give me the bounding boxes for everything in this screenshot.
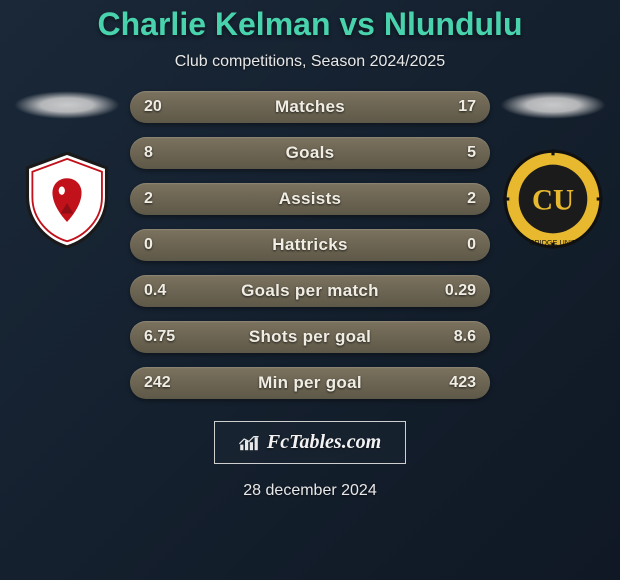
metric-label: Assists (279, 189, 342, 209)
metric-bar: 242 Min per goal 423 (130, 367, 490, 399)
metric-label: Min per goal (258, 373, 362, 393)
metric-right-value: 5 (467, 144, 476, 162)
metric-label: Goals (286, 143, 335, 163)
metric-left-value: 0.4 (144, 282, 166, 300)
metric-right-value: 0.29 (445, 282, 476, 300)
metric-label: Shots per goal (249, 327, 371, 347)
shadow-disc-right (500, 91, 606, 119)
chart-icon (239, 435, 259, 451)
metric-bar: 8 Goals 5 (130, 137, 490, 169)
metric-right-value: 8.6 (454, 328, 476, 346)
left-player-col (12, 91, 122, 251)
watermark-text: FcTables.com (267, 431, 381, 454)
metric-bar: 0.4 Goals per match 0.29 (130, 275, 490, 307)
metric-label: Hattricks (272, 235, 347, 255)
metric-right-value: 17 (458, 98, 476, 116)
metric-bar: 2 Assists 2 (130, 183, 490, 215)
metric-right-value: 0 (467, 236, 476, 254)
metric-left-value: 8 (144, 144, 153, 162)
roundel-text: CU (532, 184, 574, 216)
metric-left-value: 6.75 (144, 328, 175, 346)
metric-bar: 0 Hattricks 0 (130, 229, 490, 261)
page-subtitle: Club competitions, Season 2024/2025 (175, 53, 445, 71)
left-club-badge (15, 147, 119, 251)
watermark: FcTables.com (214, 421, 406, 464)
right-player-col: CU BRIDGE UNIT (498, 91, 608, 251)
metric-right-value: 2 (467, 190, 476, 208)
roundel-icon: CU BRIDGE UNIT (501, 147, 605, 251)
metric-bars: 20 Matches 17 8 Goals 5 2 Assists 2 0 Ha… (130, 91, 490, 399)
metric-left-value: 0 (144, 236, 153, 254)
metric-left-value: 20 (144, 98, 162, 116)
comparison-card: Charlie Kelman vs Nlundulu Club competit… (0, 0, 620, 580)
metric-bar: 6.75 Shots per goal 8.6 (130, 321, 490, 353)
metric-label: Goals per match (241, 281, 379, 301)
metric-right-value: 423 (449, 374, 476, 392)
shadow-disc-left (14, 91, 120, 119)
metric-left-value: 242 (144, 374, 171, 392)
metric-label: Matches (275, 97, 345, 117)
main-row: 20 Matches 17 8 Goals 5 2 Assists 2 0 Ha… (10, 91, 610, 399)
crest-icon (15, 147, 119, 251)
metric-left-value: 2 (144, 190, 153, 208)
page-title: Charlie Kelman vs Nlundulu (98, 6, 523, 43)
metric-bar: 20 Matches 17 (130, 91, 490, 123)
right-club-badge: CU BRIDGE UNIT (501, 147, 605, 251)
date: 28 december 2024 (243, 482, 376, 500)
roundel-caption: BRIDGE UNIT (530, 238, 577, 247)
